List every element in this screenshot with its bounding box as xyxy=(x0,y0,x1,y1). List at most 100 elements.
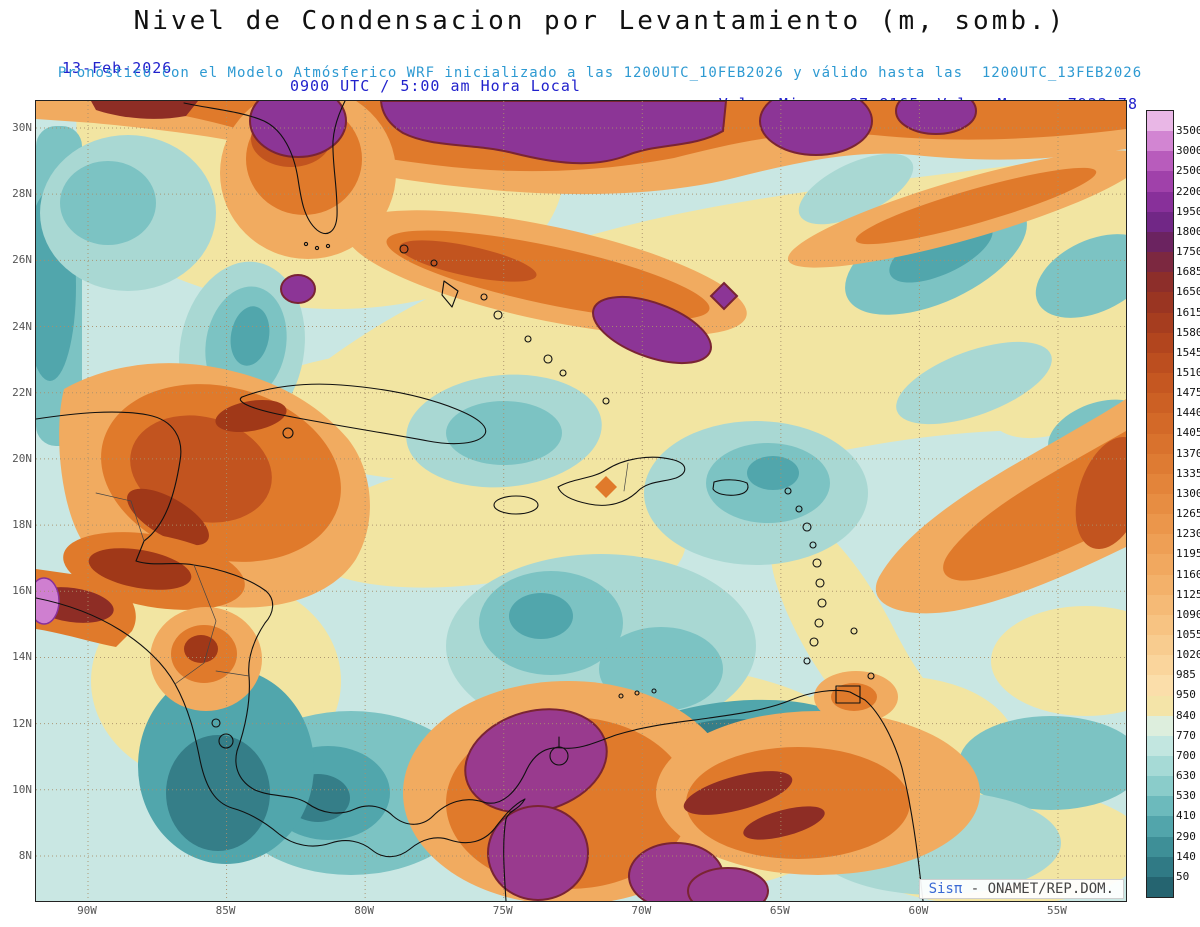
lat-tick-label: 8N xyxy=(18,848,32,862)
colorbar-segment xyxy=(1147,211,1173,232)
colorbar-value-label: 1020 xyxy=(1176,648,1200,662)
colorbar-segment xyxy=(1147,191,1173,212)
colorbar-value-label: 1650 xyxy=(1176,285,1200,299)
colorbar-value-label: 630 xyxy=(1176,769,1196,783)
watermark-suffix: - ONAMET/REP.DOM. xyxy=(962,881,1114,897)
colorbar-value-label: 1195 xyxy=(1176,547,1200,561)
colorbar-value-label: 290 xyxy=(1176,829,1196,843)
lat-tick-label: 28N xyxy=(12,187,32,201)
colorbar-segment xyxy=(1147,514,1173,535)
lon-tick-label: 65W xyxy=(769,904,790,917)
colorbar-value-label: 840 xyxy=(1176,708,1196,722)
colorbar-segment xyxy=(1147,373,1173,394)
lon-tick-label: 70W xyxy=(631,904,652,917)
coast-bahamas xyxy=(399,244,610,405)
coast-cuba xyxy=(239,383,487,445)
coast-mainland-caribbean xyxy=(36,411,924,901)
colorbar-value-label: 1950 xyxy=(1176,204,1200,218)
lat-tick-label: 24N xyxy=(12,319,32,333)
contour-field xyxy=(36,101,1126,901)
lon-tick-label: 90W xyxy=(77,904,97,917)
lat-tick-label: 26N xyxy=(12,253,32,267)
lon-tick-label: 80W xyxy=(354,904,375,917)
contour-map xyxy=(36,101,1126,901)
colorbar-value-label: 1405 xyxy=(1176,426,1200,440)
lat-tick-label: 14N xyxy=(12,650,32,664)
colorbar-value-label: 1230 xyxy=(1176,527,1200,541)
colorbar-value-label: 2500 xyxy=(1176,164,1200,178)
run-date-label: 13-Feb-2026 xyxy=(62,59,173,77)
colorbar-segment xyxy=(1147,473,1173,494)
colorbar-value-label: 1125 xyxy=(1176,587,1200,601)
lon-tick-label: 85W xyxy=(215,904,236,917)
coastlines xyxy=(36,101,924,901)
colorbar-value-label: 1475 xyxy=(1176,386,1200,400)
lon-tick-label: 75W xyxy=(492,904,513,917)
colorbar-value-label: 3500 xyxy=(1176,124,1200,138)
colorbar-segment xyxy=(1147,453,1173,474)
latlon-grid xyxy=(36,101,1126,901)
coast-lesser-antilles xyxy=(618,487,875,704)
colorbar-value-label: 1055 xyxy=(1176,628,1200,641)
colorbar-segment xyxy=(1147,433,1173,454)
colorbar-segment xyxy=(1147,493,1173,515)
colorbar-value-label: 1510 xyxy=(1176,366,1200,379)
coast-florida xyxy=(183,101,346,234)
lat-tick-label: 22N xyxy=(12,385,32,399)
colorbar-value-label: 140 xyxy=(1176,849,1196,863)
lat-tick-label: 12N xyxy=(12,716,32,730)
colorbar-segment xyxy=(1147,111,1173,132)
colorbar-segment xyxy=(1147,614,1173,636)
colorbar-segment xyxy=(1147,252,1173,273)
colorbar-value-label: 2200 xyxy=(1176,184,1200,198)
model-info-line: Pronóstico con el Modelo Atmósferico WRF… xyxy=(57,65,1143,81)
map-frame: Sisπ - ONAMET/REP.DOM. xyxy=(35,100,1127,902)
colorbar-value-label: 1160 xyxy=(1176,567,1200,581)
colorbar-value-label: 1335 xyxy=(1176,466,1200,480)
colorbar-value-label: 700 xyxy=(1176,748,1196,762)
colorbar-value-label: 1800 xyxy=(1176,224,1200,238)
colorbar-value-label: 1580 xyxy=(1176,325,1200,339)
lat-tick-label: 18N xyxy=(12,518,32,532)
colorbar-value-label: 1370 xyxy=(1176,446,1200,460)
lake-nicaragua xyxy=(218,733,234,749)
coast-jamaica xyxy=(493,495,539,515)
colorbar-segment xyxy=(1147,675,1173,696)
header-line-2: 13-Feb-2026 0900 UTC / 5:00 am Hora Loca… xyxy=(0,41,1200,113)
lat-tick-label: 16N xyxy=(12,584,32,598)
lon-tick-label: 60W xyxy=(908,904,929,917)
colorbar-value-label: 1545 xyxy=(1176,345,1200,359)
colorbar-segment xyxy=(1147,312,1173,333)
colorbar-segment xyxy=(1147,756,1173,777)
chart-title: Nivel de Condensacion por Levantamiento … xyxy=(133,6,1067,36)
colorbar-segment xyxy=(1147,413,1173,434)
colorbar-segment xyxy=(1147,856,1173,877)
colorbar-segment xyxy=(1147,574,1173,595)
colorbar-value-label: 1265 xyxy=(1176,507,1200,521)
colorbar-value-label: 50 xyxy=(1176,869,1190,883)
watermark-brand: Sisπ xyxy=(928,881,963,897)
colorbar-segment xyxy=(1147,352,1173,374)
lon-tick-label: 55W xyxy=(1047,904,1067,917)
colorbar-value-label: 985 xyxy=(1176,668,1196,682)
colorbar-segment xyxy=(1147,171,1173,192)
colorbar-segment xyxy=(1147,735,1173,756)
colorbar-value-label: 1440 xyxy=(1176,406,1200,420)
coast-puerto-rico xyxy=(712,479,749,496)
colorbar-segment xyxy=(1147,594,1173,615)
lat-tick-label: 20N xyxy=(12,451,32,465)
colorbar-segment xyxy=(1147,554,1173,575)
valid-time-label: 0900 UTC / 5:00 am Hora Local xyxy=(290,77,581,95)
colorbar-segment xyxy=(1147,776,1173,797)
colorbar-value-label: 950 xyxy=(1176,688,1196,702)
colorbar-segment xyxy=(1147,695,1173,716)
colorbar-segment xyxy=(1147,292,1173,313)
lat-tick-label: 30N xyxy=(12,121,32,134)
watermark: Sisπ - ONAMET/REP.DOM. xyxy=(918,879,1124,899)
colorbar-value-label: 1750 xyxy=(1176,245,1200,259)
colorbar-segment xyxy=(1147,876,1173,898)
colorbar-segment xyxy=(1147,635,1173,656)
colorbar-segment xyxy=(1147,816,1173,837)
colorbar-value-label: 530 xyxy=(1176,789,1196,803)
